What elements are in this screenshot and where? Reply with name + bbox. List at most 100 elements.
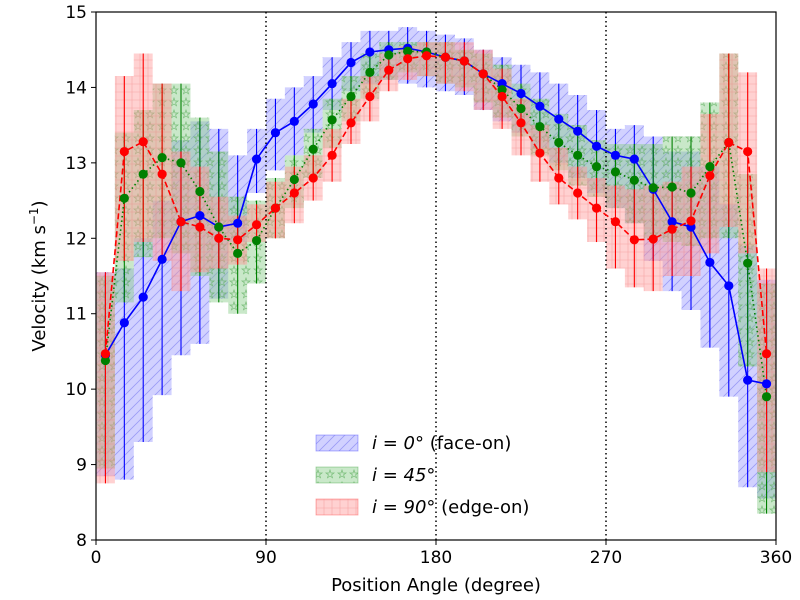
data-point [157, 152, 167, 163]
data-point [233, 248, 243, 258]
data-point [573, 150, 583, 160]
data-point [403, 46, 413, 56]
x-tick-label: 0 [91, 548, 102, 568]
data-point [610, 217, 621, 227]
data-point [648, 183, 658, 193]
data-point [421, 51, 432, 61]
legend-entry-main: i = 90° [372, 497, 435, 518]
data-point [346, 91, 356, 102]
x-tick-label: 360 [760, 548, 792, 568]
data-point [195, 211, 205, 221]
data-point [251, 220, 262, 230]
data-point [497, 91, 507, 102]
data-point [591, 203, 602, 213]
data-point [195, 222, 205, 232]
legend-entry: i = 45° [372, 465, 435, 486]
data-point [365, 67, 375, 77]
data-point [270, 203, 281, 213]
data-point [629, 154, 639, 164]
legend-swatch-hatch [316, 435, 358, 451]
data-point [535, 101, 545, 111]
data-point [761, 349, 772, 359]
data-point [384, 50, 394, 60]
series-line-1 [104, 50, 768, 397]
legend-swatch-hatch [316, 467, 358, 483]
data-point [157, 169, 167, 179]
y-tick-label: 13 [65, 154, 87, 174]
data-point [100, 355, 111, 366]
data-point [535, 148, 545, 158]
data-point [459, 56, 469, 66]
data-point [516, 88, 526, 99]
data-point [554, 114, 564, 124]
data-point [119, 193, 129, 203]
data-point [705, 257, 715, 268]
data-point [327, 150, 337, 160]
data-point [743, 146, 753, 157]
data-point [648, 234, 658, 244]
data-point [384, 65, 394, 75]
legend: i = 0° (face-on) i = 45° i = 90° (edge-on) [315, 433, 529, 518]
data-point [346, 118, 356, 128]
data-point [119, 318, 129, 328]
data-point [176, 158, 186, 168]
data-point [270, 128, 281, 138]
legend-entry: i = 0° (face-on) [372, 433, 511, 454]
data-point [667, 182, 677, 192]
data-point [138, 169, 148, 179]
data-point [478, 69, 488, 79]
data-point [195, 186, 205, 197]
y-axis-label-main: Velocity (km s [29, 225, 50, 351]
data-point [761, 379, 772, 389]
data-point [686, 216, 696, 226]
series-points [100, 43, 772, 402]
data-point [308, 144, 318, 154]
data-point [705, 171, 715, 181]
y-axis-label-tail: ) [29, 200, 50, 207]
data-point [535, 122, 545, 132]
data-point [629, 235, 639, 245]
y-tick-label: 9 [76, 456, 87, 476]
data-point [724, 281, 734, 291]
data-point [573, 126, 583, 136]
data-point [610, 150, 621, 160]
data-point [573, 188, 583, 198]
data-point [497, 85, 507, 95]
data-point [554, 173, 564, 183]
data-point [251, 154, 262, 164]
data-point [233, 235, 243, 245]
data-point [440, 52, 451, 62]
y-tick-label: 15 [65, 3, 87, 23]
data-point [251, 235, 262, 246]
data-point [365, 91, 375, 102]
data-point [346, 57, 356, 68]
legend-swatch-hatch [316, 499, 358, 515]
y-tick-label: 12 [65, 229, 87, 249]
data-point [724, 137, 734, 148]
x-tick-label: 270 [590, 548, 622, 568]
y-tick-label: 14 [65, 78, 87, 98]
band-hatch-series-1 [96, 42, 776, 514]
data-point [705, 162, 715, 172]
data-point [591, 141, 602, 151]
data-point [100, 349, 111, 359]
data-point [308, 99, 318, 109]
data-point [516, 103, 526, 114]
y-tick-label: 11 [65, 305, 87, 325]
y-axis-label-sup: −1 [27, 207, 41, 225]
y-tick-label: 8 [76, 531, 87, 551]
data-point [610, 167, 621, 177]
y-axis-ticks: 8 9 10 11 12 13 14 15 [65, 3, 96, 551]
data-point [214, 233, 224, 243]
data-point [327, 79, 337, 89]
y-axis-label: Velocity (km s−1) [27, 200, 50, 351]
data-point [308, 173, 318, 183]
data-point [591, 162, 602, 172]
legend-entry-tail: (edge-on) [435, 497, 529, 518]
band-hatch-series-2 [96, 42, 776, 484]
data-point [365, 47, 375, 57]
x-axis-ticks: 0 90 180 270 360 [91, 540, 792, 568]
y-tick-label: 10 [65, 380, 87, 400]
data-point [667, 224, 677, 234]
